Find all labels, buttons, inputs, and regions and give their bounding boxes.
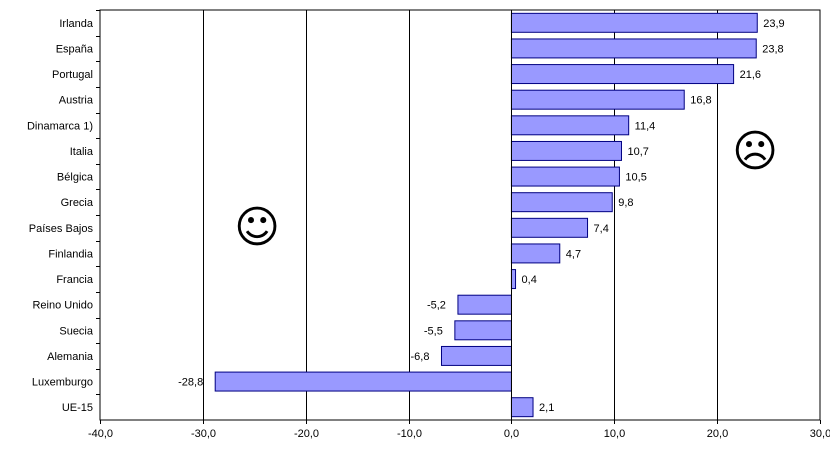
value-label: 0,4 (522, 274, 537, 286)
smiley-face-annotation: ☺ (234, 202, 280, 253)
value-label: 16,8 (690, 95, 711, 107)
bar (510, 269, 517, 290)
value-label: 10,5 (625, 172, 646, 184)
value-label: 10,7 (627, 146, 648, 158)
category-label: Alemania (47, 351, 94, 363)
x-tick-label: 30,0 (810, 428, 830, 440)
category-label: Irlanda (59, 18, 94, 30)
category-label: Suecia (59, 325, 94, 337)
category-label: Francia (56, 274, 94, 286)
bar (454, 320, 512, 341)
bar (440, 345, 512, 366)
bar (510, 38, 757, 59)
value-label: 23,9 (763, 18, 784, 30)
value-label: 7,4 (594, 223, 609, 235)
sad-face-annotation: ☹ (732, 126, 778, 177)
category-label: Dinamarca 1) (27, 120, 93, 132)
bar (510, 243, 561, 264)
bar (457, 294, 512, 315)
axes (96, 9, 821, 424)
category-label: Finlandia (48, 248, 94, 260)
category-label: Grecia (61, 197, 94, 209)
bar (510, 192, 613, 213)
value-label: 4,7 (566, 248, 581, 260)
value-label: 23,8 (762, 43, 783, 55)
category-label: Países Bajos (29, 223, 94, 235)
bar (214, 371, 512, 392)
bars (214, 12, 758, 418)
category-label: Luxemburgo (32, 377, 93, 389)
bar (510, 64, 735, 85)
x-tick-label: -30,0 (191, 428, 216, 440)
x-tick-label: -40,0 (88, 428, 113, 440)
value-label: -5,2 (427, 300, 446, 312)
x-tick-label: 10,0 (604, 428, 625, 440)
bar (510, 217, 589, 238)
category-label: Reino Unido (32, 300, 93, 312)
category-label: Bélgica (57, 172, 94, 184)
value-label: 9,8 (618, 197, 633, 209)
value-label: 11,4 (635, 120, 656, 132)
value-label: 21,6 (740, 69, 761, 81)
x-tick-label: 20,0 (707, 428, 728, 440)
value-label: -28,8 (178, 377, 203, 389)
category-label: Portugal (52, 69, 93, 81)
category-label: Austria (59, 95, 94, 107)
bar (510, 12, 758, 33)
value-label: -5,5 (424, 325, 443, 337)
category-label: España (56, 43, 94, 55)
value-label: 2,1 (539, 402, 554, 414)
bar (510, 397, 534, 418)
x-tick-label: 0,0 (504, 428, 519, 440)
x-tick-label: -20,0 (294, 428, 319, 440)
bar (510, 115, 630, 136)
bar (510, 89, 685, 110)
value-label: -6,8 (411, 351, 430, 363)
bar (510, 140, 622, 161)
x-tick-label: -10,0 (397, 428, 422, 440)
category-label: Italia (70, 146, 94, 158)
category-label: UE-15 (62, 402, 93, 414)
bar (510, 166, 620, 187)
labels: -40,0 -30,0 -20,0 -10,0 0,0 10,0 20,0 30,0 Irlan… (27, 18, 830, 440)
